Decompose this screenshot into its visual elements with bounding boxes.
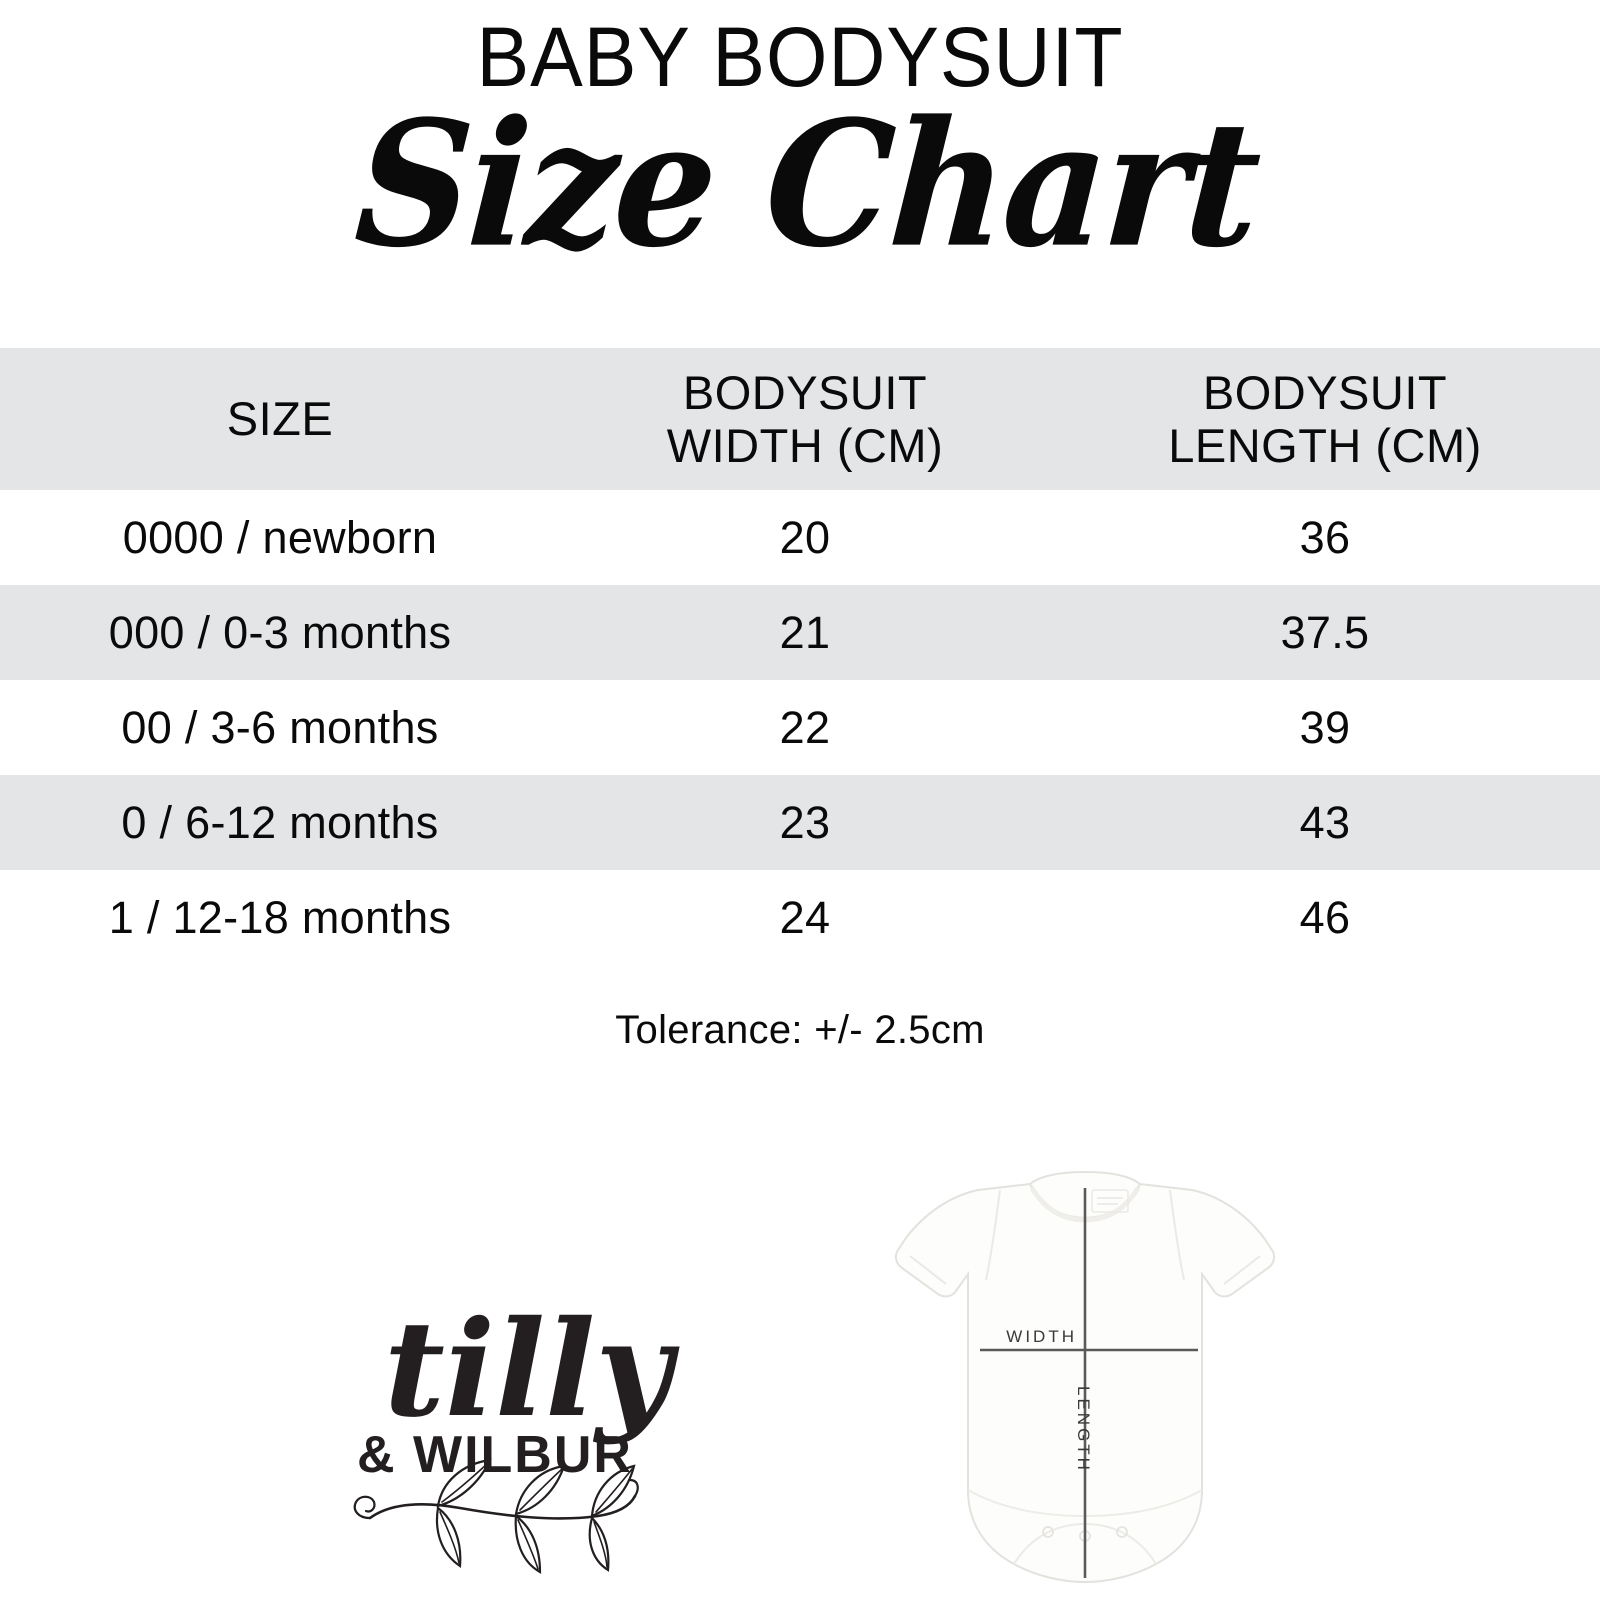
cell-width: 24 [779,891,831,943]
length-measure-label: LENGTH [1074,1386,1093,1473]
column-header-width: BODYSUIT WIDTH (CM) [560,348,1050,490]
cell-length: 39 [1299,701,1351,753]
bodysuit-illustration: WIDTH LENGTH [880,1160,1290,1600]
column-header-length-line2: LENGTH (CM) [1168,419,1482,472]
cell-length: 37.5 [1280,606,1370,658]
cell-length: 43 [1299,796,1351,848]
cell-length: 36 [1299,511,1351,563]
table-row: 1 / 12-18 months 24 46 [0,870,1600,965]
column-header-width-line1: BODYSUIT [682,365,928,419]
column-header-length-line1: BODYSUIT [1202,365,1448,419]
cell-width: 23 [779,796,831,848]
table-row: 00 / 3-6 months 22 39 [0,680,1600,775]
cell-width: 22 [779,701,831,753]
table-row: 0000 / newborn 20 36 [0,490,1600,585]
page-title: BABY BODYSUIT [476,10,1124,104]
column-header-size: SIZE [226,392,334,446]
page-header: BABY BODYSUIT Size Chart [0,0,1600,291]
logo-subtitle: & WILBUR [357,1426,633,1484]
cell-width: 21 [779,606,831,658]
logo-wordmark: tilly [384,1292,680,1447]
column-header-length: BODYSUIT LENGTH (CM) [1050,348,1600,490]
column-header-width-line2: WIDTH (CM) [666,419,944,472]
width-measure-label: WIDTH [1006,1327,1077,1346]
table-row: 0 / 6-12 months 23 43 [0,775,1600,870]
tolerance-note: Tolerance: +/- 2.5cm [615,1008,985,1052]
leaf-branch-icon [353,1458,639,1574]
cell-size: 00 / 3-6 months [121,701,439,753]
table-body: 0000 / newborn 20 36 000 / 0-3 months 21… [0,490,1600,965]
cell-size: 1 / 12-18 months [108,891,452,943]
table-header: SIZE BODYSUIT WIDTH (CM) BODYSUIT LENGTH… [0,348,1600,490]
page-subtitle: Size Chart [350,82,1264,287]
size-chart-table: SIZE BODYSUIT WIDTH (CM) BODYSUIT LENGTH… [0,348,1600,965]
cell-size: 0 / 6-12 months [121,796,439,848]
table-header-row: SIZE BODYSUIT WIDTH (CM) BODYSUIT LENGTH… [0,348,1600,490]
cell-width: 20 [779,511,831,563]
brand-logo: tilly & WILBUR [330,1250,730,1590]
cell-size: 0000 / newborn [122,511,438,563]
table-row: 000 / 0-3 months 21 37.5 [0,585,1600,680]
cell-length: 46 [1299,891,1351,943]
cell-size: 000 / 0-3 months [108,606,452,658]
